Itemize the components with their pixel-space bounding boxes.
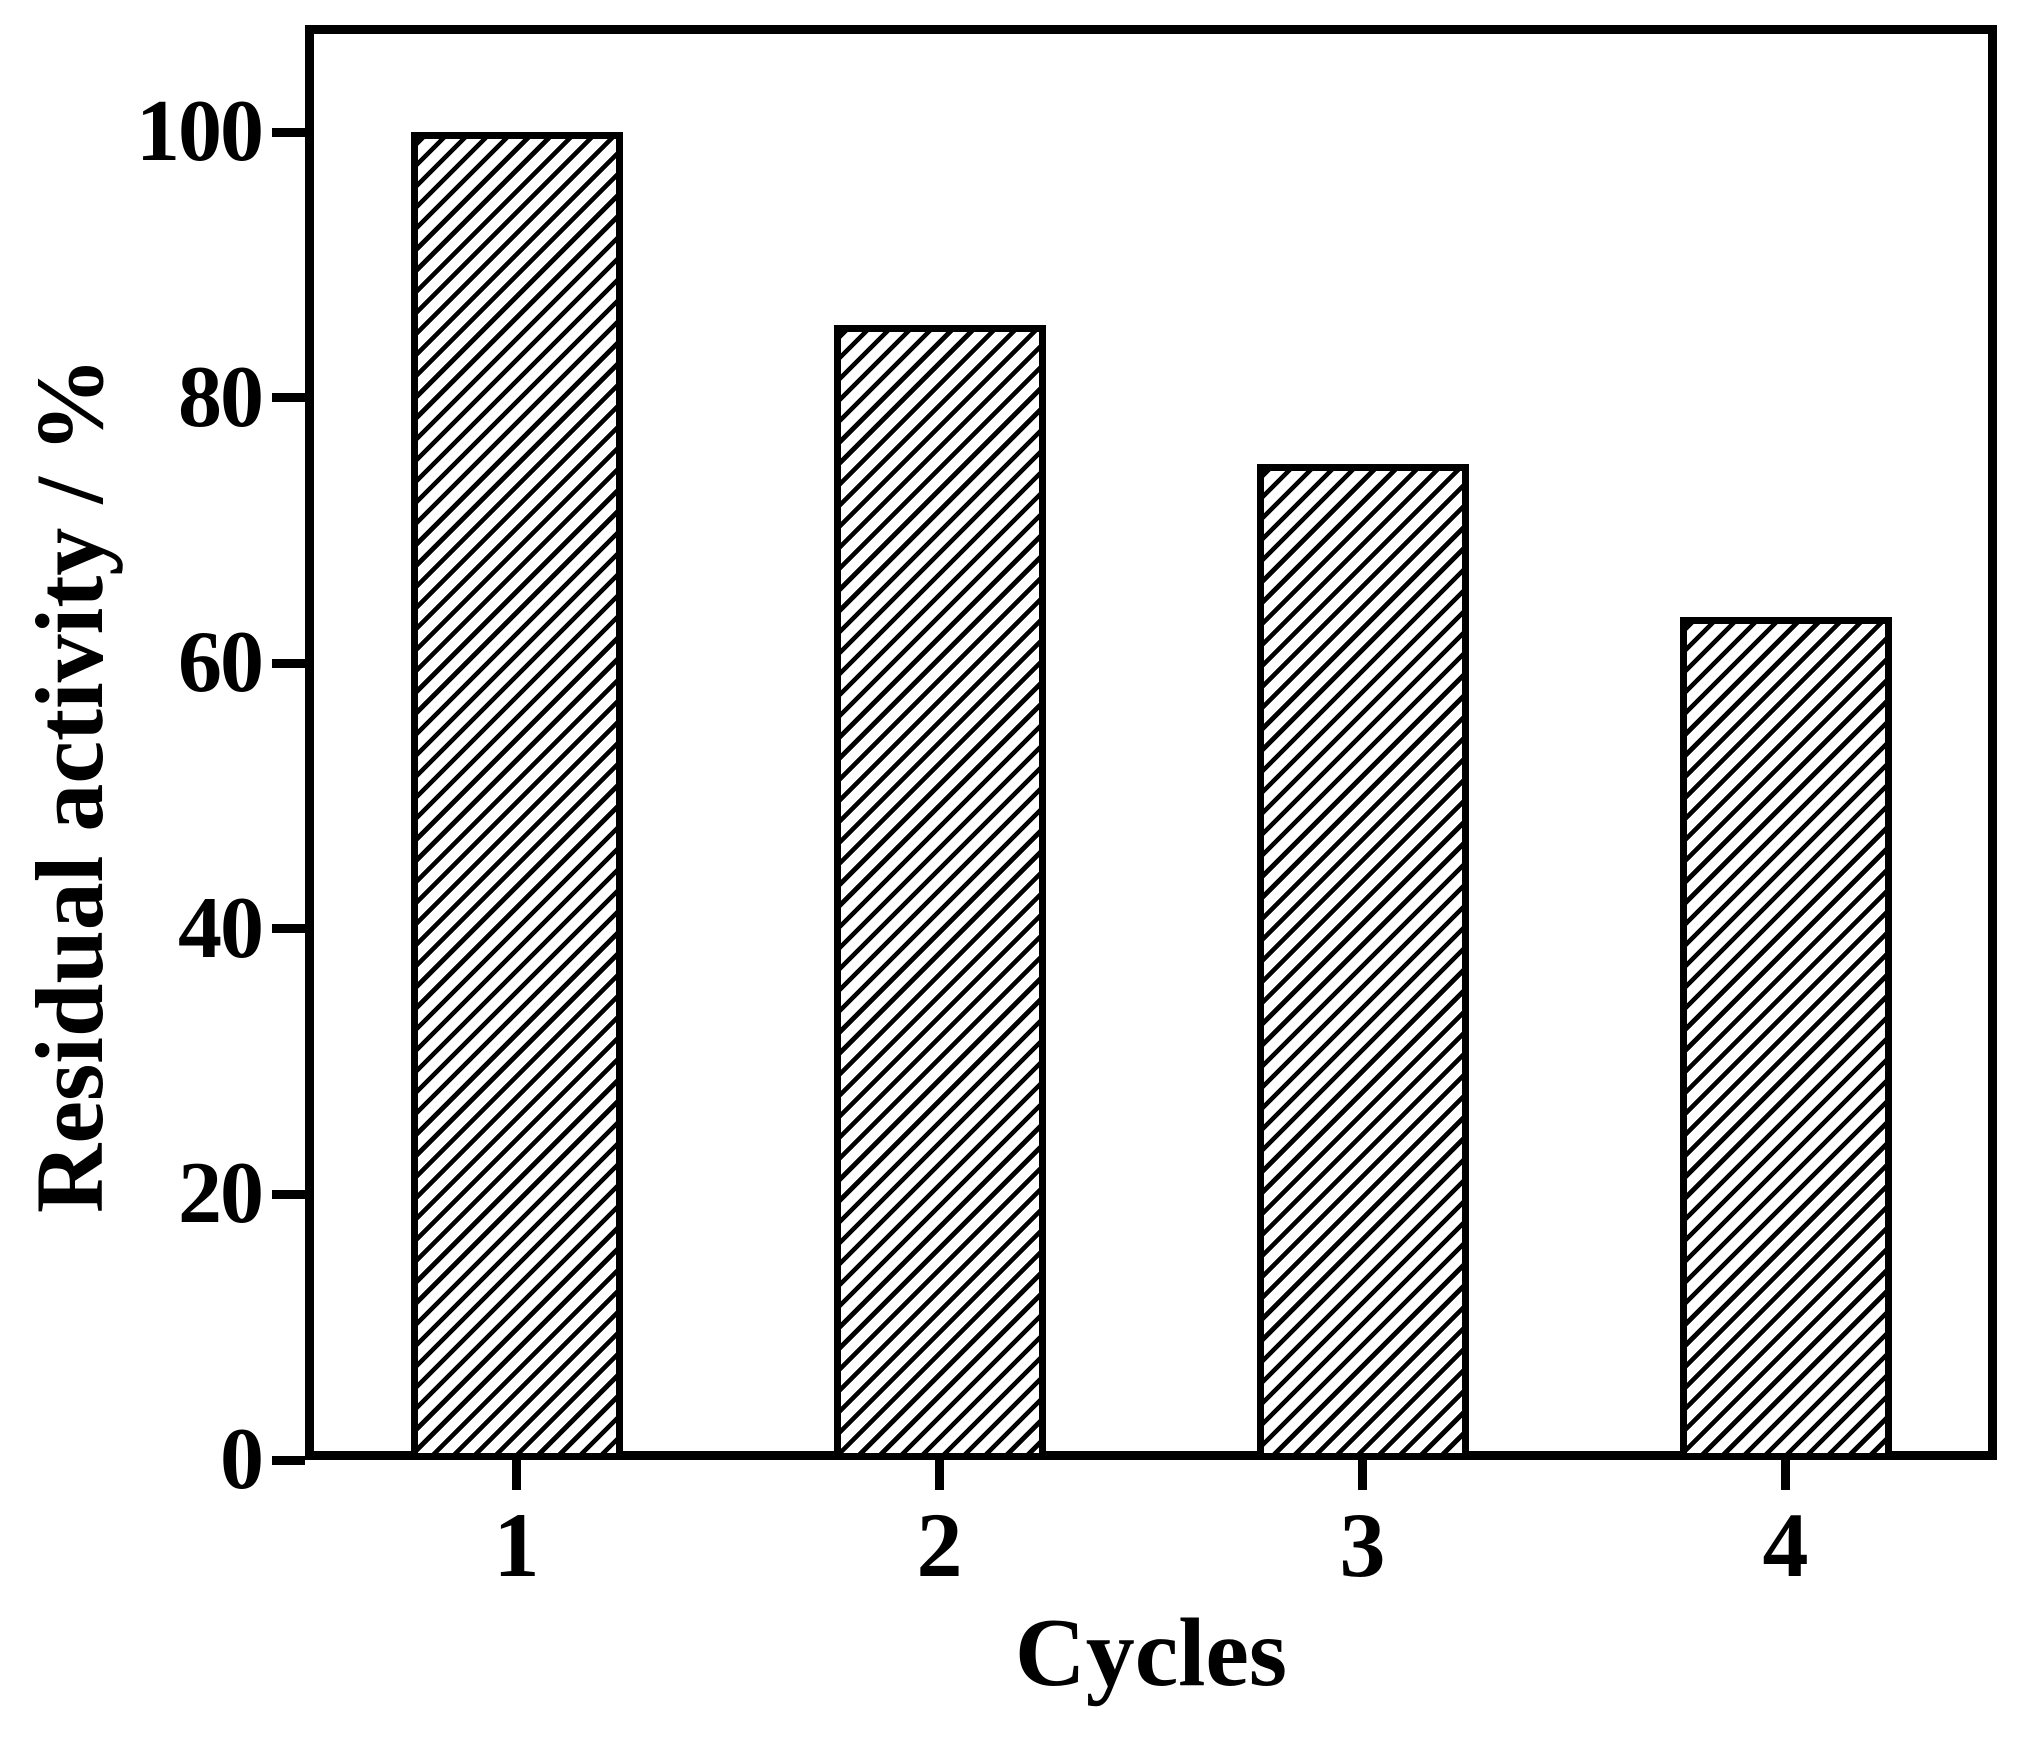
y-axis-tick-label: 80 [178, 348, 264, 446]
bar-cycle-4 [1679, 616, 1892, 1460]
y-axis-tick-label: 20 [178, 1145, 264, 1243]
x-axis-tick [1781, 1460, 1790, 1490]
y-axis-tick-label: 60 [178, 614, 264, 712]
bar-cycle-2 [833, 324, 1046, 1460]
y-axis-tick-label: 100 [136, 83, 264, 180]
y-axis-tick [272, 1189, 305, 1199]
bar-cycle-3 [1256, 464, 1469, 1460]
x-axis-tick-label: 3 [1339, 1494, 1386, 1596]
y-axis-tick [272, 393, 305, 403]
y-axis-title: Residual activity / % [16, 357, 123, 1213]
x-axis-tick [512, 1460, 521, 1490]
x-axis-tick-label: 4 [1762, 1494, 1809, 1596]
y-axis-tick [272, 1455, 305, 1465]
y-axis-tick [272, 127, 305, 137]
x-axis-title: Cycles [1014, 1599, 1288, 1707]
x-axis-tick-label: 1 [493, 1494, 540, 1596]
y-axis-tick-label: 0 [220, 1411, 264, 1508]
y-axis-tick [272, 924, 305, 934]
bar-cycle-1 [410, 132, 623, 1460]
y-axis-tick [272, 658, 305, 668]
x-axis-tick-label: 2 [916, 1494, 963, 1596]
x-axis-tick [935, 1460, 944, 1490]
y-axis-tick-label: 40 [178, 879, 264, 977]
x-axis-tick [1358, 1460, 1367, 1490]
